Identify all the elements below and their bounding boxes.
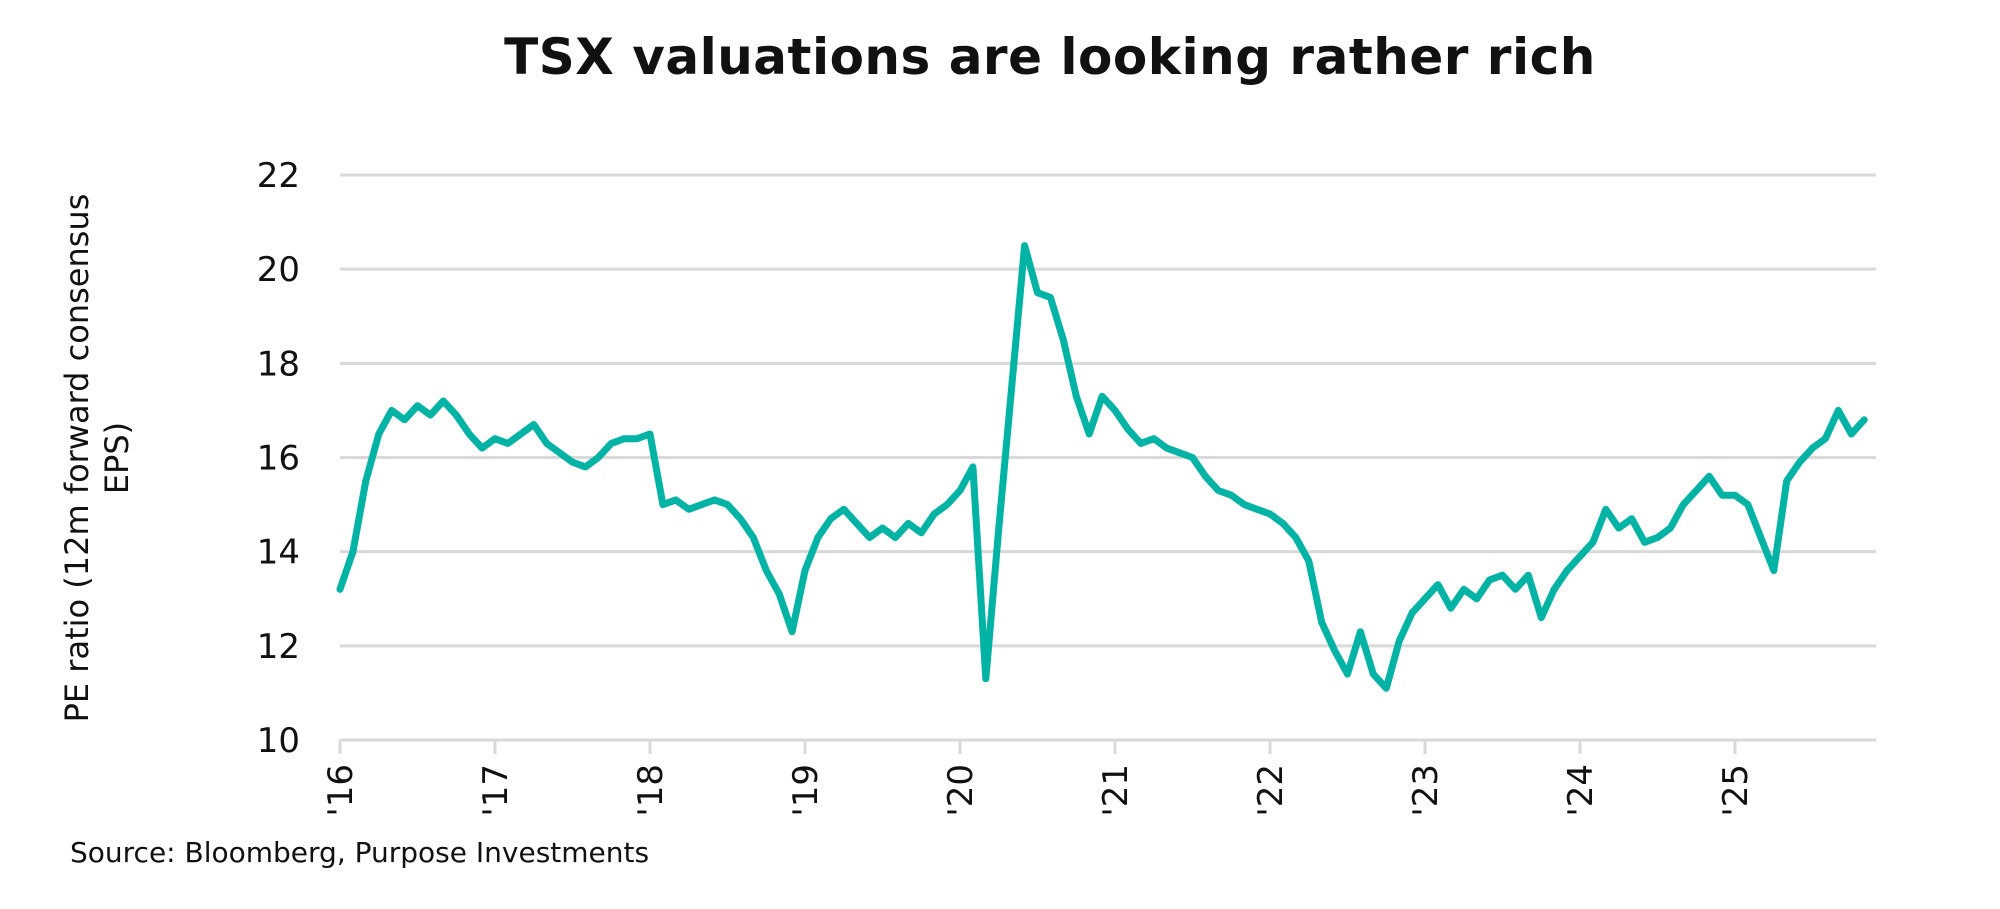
- pe-ratio-line: [336, 242, 1868, 692]
- series-layer: [336, 242, 1868, 692]
- x-tick-label: '20: [941, 764, 981, 817]
- x-tick-label: '21: [1096, 764, 1136, 817]
- x-axis-ticks: '16 '17 '18 '19 '20 '21 '22 '23 '24 '25: [321, 740, 1756, 817]
- x-tick-label: '23: [1406, 764, 1446, 817]
- y-tick-label: 10: [257, 721, 300, 761]
- x-tick-label: '19: [786, 764, 826, 817]
- x-tick-label: '25: [1716, 764, 1756, 817]
- y-tick-label: 12: [257, 627, 300, 667]
- x-tick-label: '24: [1561, 764, 1601, 817]
- y-axis-label-line: PE ratio (12m forward consensus: [58, 194, 96, 723]
- y-axis-label-line: EPS): [98, 422, 136, 494]
- x-tick-label: '18: [631, 764, 671, 817]
- y-tick-label: 20: [257, 250, 300, 290]
- x-tick-label: '16: [321, 764, 361, 817]
- chart-title: TSX valuations are looking rather rich: [504, 28, 1596, 86]
- y-tick-label: 14: [257, 533, 300, 573]
- y-axis-label: PE ratio (12m forward consensus EPS): [58, 194, 136, 723]
- y-tick-label: 16: [257, 439, 300, 479]
- y-tick-labels: 10 12 14 16 18 20 22: [257, 156, 300, 761]
- x-tick-label: '17: [476, 764, 516, 817]
- y-tick-label: 18: [257, 344, 300, 384]
- y-tick-label: 22: [257, 156, 300, 196]
- x-tick-label: '22: [1251, 764, 1291, 817]
- source-note: Source: Bloomberg, Purpose Investments: [70, 836, 650, 869]
